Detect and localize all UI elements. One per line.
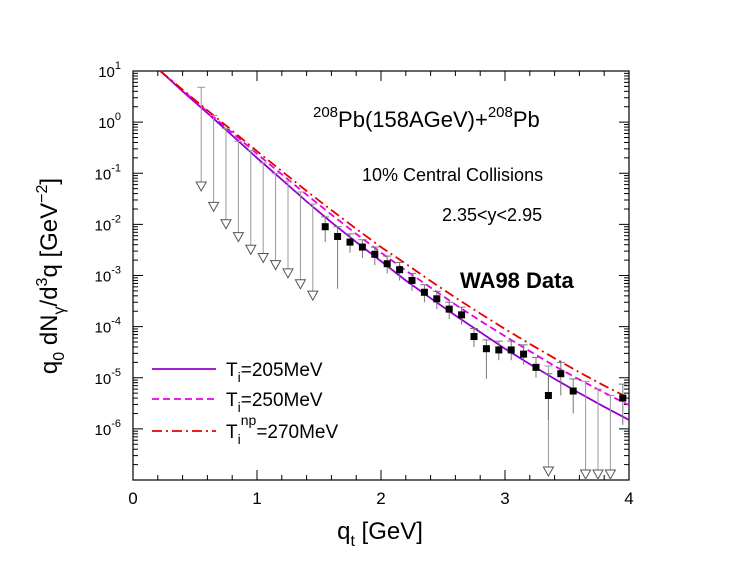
upper-limit-triangle [306, 290, 319, 302]
y-tick-label: 10-6 [95, 418, 121, 439]
data-point [420, 288, 428, 296]
data-point [458, 311, 466, 319]
data-point [396, 266, 404, 274]
data-point [619, 394, 627, 402]
data-point [358, 243, 366, 251]
data-point [544, 391, 552, 399]
axis-tick-labels: 0 1 2 3 4 101 100 10-1 10-2 10-3 10-4 10-5 10-6 [95, 60, 634, 508]
y-tick-label: 10-5 [95, 367, 121, 388]
data-point [569, 387, 577, 395]
dataset-annotation: WA98 Data [460, 268, 574, 293]
rapidity-annotation: 2.35<y<2.95 [442, 205, 542, 225]
upper-limit-markers [195, 86, 617, 481]
x-tick-label: 3 [500, 489, 509, 508]
data-point [520, 350, 528, 358]
centrality-annotation: 10% Central Collisions [362, 165, 543, 185]
y-axis-title: q0 dNγ/d3q [GeV−2] [34, 178, 68, 374]
y-tick-label: 10-2 [95, 213, 121, 234]
data-point [433, 295, 441, 303]
x-tick-label: 1 [252, 489, 261, 508]
data-point [482, 345, 490, 353]
legend-label-270: Tinp=270MeV [226, 412, 339, 447]
data-point [371, 250, 379, 258]
theory-curves [159, 70, 630, 421]
x-axis-title: qt [GeV] [337, 518, 423, 550]
upper-limit-triangle [282, 268, 294, 279]
upper-limit-triangle [579, 469, 592, 481]
data-point [408, 276, 416, 284]
axis-ticks [132, 70, 630, 480]
upper-limit-triangle [604, 469, 617, 481]
y-tick-label: 10-3 [95, 265, 121, 286]
upper-limit-triangle [207, 201, 220, 213]
y-tick-label: 10-4 [95, 316, 121, 337]
upper-limit-triangle [294, 279, 307, 290]
upper-limit-triangle [592, 469, 604, 481]
curve-series-0 [159, 70, 630, 421]
y-tick-label: 100 [98, 111, 121, 132]
data-point [507, 346, 515, 354]
data-point [445, 305, 453, 313]
data-point [470, 333, 478, 341]
upper-limit-triangle [542, 466, 555, 477]
y-tick-label: 101 [98, 60, 121, 81]
data-point [321, 223, 329, 231]
upper-limit-triangle [244, 244, 257, 256]
x-tick-label: 4 [624, 489, 633, 508]
legend-label-205: Ti=205MeV [226, 360, 323, 385]
y-tick-label: 10-1 [95, 162, 121, 183]
data-point [383, 260, 391, 268]
upper-limit-triangle [269, 260, 282, 271]
data-point [346, 238, 354, 246]
data-point [495, 346, 503, 354]
x-tick-label: 0 [128, 489, 137, 508]
data-point [532, 363, 540, 371]
data-points [321, 216, 627, 425]
data-point [334, 232, 342, 240]
x-tick-label: 2 [376, 489, 385, 508]
curve-series-2 [159, 70, 630, 399]
reaction-annotation: 208Pb(158AGeV)+208Pb [313, 104, 540, 132]
legend-label-250: Ti=250MeV [226, 390, 323, 415]
upper-limit-triangle [257, 252, 270, 264]
legend: Ti=205MeV Ti=250MeV Tinp=270MeV [152, 360, 339, 447]
upper-limit-triangle [232, 232, 245, 243]
upper-limit-triangle [220, 219, 232, 230]
curve-series-1 [159, 70, 630, 407]
data-point [557, 370, 565, 378]
upper-limit-triangle [195, 181, 208, 193]
